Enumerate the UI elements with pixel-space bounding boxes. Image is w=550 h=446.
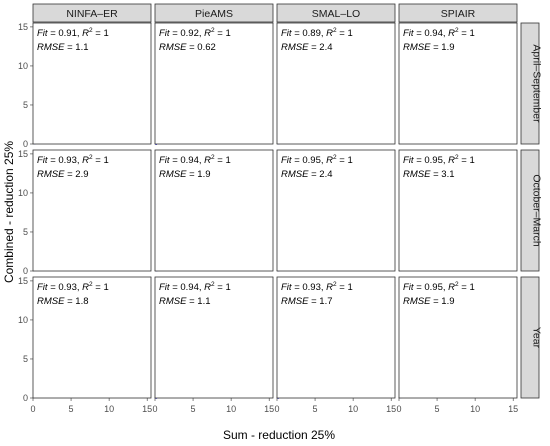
x-tick-label: 10 — [226, 404, 236, 414]
panel-border — [276, 22, 396, 145]
panel-border — [32, 149, 152, 272]
column-strip — [398, 3, 518, 23]
rmse-annotation: RMSE = 1.9 — [159, 169, 211, 180]
rmse-annotation: RMSE = 2.4 — [281, 42, 333, 53]
row-strip — [520, 276, 540, 399]
rmse-annotation: RMSE = 2.9 — [37, 169, 89, 180]
fit-annotation: Fit = 0.93, R2 = 1 — [37, 154, 109, 166]
fit-annotation: Fit = 0.94, R2 = 1 — [403, 27, 475, 39]
column-strip-label: NINFA–ER — [66, 8, 118, 20]
x-tick-label: 15 — [386, 404, 396, 414]
x-tick-label: 15 — [264, 404, 274, 414]
rmse-annotation: RMSE = 1.1 — [37, 42, 89, 53]
panel: Fit = 0.94, R2 = 1 RMSE = 1.9 — [398, 22, 518, 145]
panel-border — [154, 276, 274, 399]
column-strip-label: PieAMS — [195, 8, 233, 20]
panel-border — [276, 276, 396, 399]
fit-annotation: Fit = 0.95, R2 = 1 — [281, 154, 353, 166]
panel: Fit = 0.93, R2 = 1 RMSE = 1.8 0 5 10 15 0 5 10 15 — [18, 276, 152, 414]
y-tick-label: 15 — [18, 276, 28, 286]
panel: Fit = 0.91, R2 = 1 RMSE = 1.1 0 5 10 15 — [18, 22, 152, 149]
fit-annotation: Fit = 0.92, R2 = 1 — [159, 27, 231, 39]
panel: Fit = 0.93, R2 = 1 RMSE = 1.7 0 5 10 15 — [274, 276, 396, 414]
panel: Fit = 0.92, R2 = 1 RMSE = 0.62 — [154, 22, 274, 145]
column-strip — [32, 3, 152, 23]
x-tick-label: 0 — [396, 404, 401, 414]
x-tick-label: 15 — [142, 404, 152, 414]
fit-annotation: Fit = 0.95, R2 = 1 — [403, 154, 475, 166]
y-tick-label: 5 — [23, 100, 28, 110]
column-strip-label: SPIAIR — [441, 8, 476, 20]
panel: Fit = 0.95, R2 = 1 RMSE = 1.9 0 5 10 15 — [396, 276, 518, 414]
panel: Fit = 0.94, R2 = 1 RMSE = 1.1 0 5 10 15 — [152, 276, 274, 414]
row-strip-label: April–September — [531, 44, 543, 123]
rmse-annotation: RMSE = 1.9 — [403, 42, 455, 53]
row-strip-label: Year — [531, 327, 543, 349]
panel: Fit = 0.95, R2 = 1 RMSE = 3.1 — [398, 149, 518, 272]
panel-border — [32, 22, 152, 145]
row-strip — [520, 22, 540, 145]
y-tick-label: 0 — [23, 139, 28, 149]
x-tick-label: 0 — [274, 404, 279, 414]
panel-border — [398, 22, 518, 145]
row-strip-label: October–March — [531, 174, 543, 247]
y-tick-label: 10 — [18, 188, 28, 198]
y-tick-label: 0 — [23, 266, 28, 276]
row-strip — [520, 149, 540, 272]
panel-border — [276, 149, 396, 272]
x-tick-label: 10 — [470, 404, 480, 414]
panel-border — [32, 276, 152, 399]
x-tick-label: 5 — [435, 404, 440, 414]
x-tick-label: 0 — [152, 404, 157, 414]
y-tick-label: 10 — [18, 315, 28, 325]
y-tick-label: 15 — [18, 149, 28, 159]
rmse-annotation: RMSE = 1.1 — [159, 296, 211, 307]
x-axis-title: Sum - reduction 25% — [223, 428, 335, 442]
y-tick-label: 5 — [23, 227, 28, 237]
x-tick-label: 10 — [104, 404, 114, 414]
panel: Fit = 0.95, R2 = 1 RMSE = 2.4 — [276, 149, 396, 272]
fit-annotation: Fit = 0.94, R2 = 1 — [159, 281, 231, 293]
y-tick-label: 10 — [18, 61, 28, 71]
panels-group: NINFA–ER PieAMS SMAL–LO SPIAIR April–Septemb… — [18, 3, 543, 414]
panel-border — [398, 276, 518, 399]
rmse-annotation: RMSE = 1.9 — [403, 296, 455, 307]
y-tick-label: 15 — [18, 22, 28, 32]
fit-annotation: Fit = 0.91, R2 = 1 — [37, 27, 109, 39]
x-tick-label: 10 — [348, 404, 358, 414]
fit-annotation: Fit = 0.95, R2 = 1 — [403, 281, 475, 293]
panel: Fit = 0.93, R2 = 1 RMSE = 2.9 0 5 10 15 — [18, 149, 152, 276]
rmse-annotation: RMSE = 2.4 — [281, 169, 333, 180]
rmse-annotation: RMSE = 0.62 — [159, 42, 216, 53]
fit-annotation: Fit = 0.93, R2 = 1 — [37, 281, 109, 293]
fit-annotation: Fit = 0.89, R2 = 1 — [281, 27, 353, 39]
panel-border — [398, 149, 518, 272]
y-axis-title: Combined - reduction 25% — [2, 141, 16, 283]
panel-border — [154, 22, 274, 145]
fit-annotation: Fit = 0.94, R2 = 1 — [159, 154, 231, 166]
x-tick-label: 15 — [508, 404, 518, 414]
rmse-annotation: RMSE = 1.8 — [37, 296, 89, 307]
panel-border — [154, 149, 274, 272]
x-tick-label: 0 — [30, 404, 35, 414]
fit-annotation: Fit = 0.93, R2 = 1 — [281, 281, 353, 293]
x-tick-label: 5 — [69, 404, 74, 414]
panel: Fit = 0.94, R2 = 1 RMSE = 1.9 — [154, 149, 274, 272]
x-tick-label: 5 — [313, 404, 318, 414]
column-strip-label: SMAL–LO — [312, 8, 360, 20]
y-tick-label: 0 — [23, 393, 28, 403]
column-strip — [276, 3, 396, 23]
panel: Fit = 0.89, R2 = 1 RMSE = 2.4 — [276, 22, 396, 145]
rmse-annotation: RMSE = 1.7 — [281, 296, 333, 307]
rmse-annotation: RMSE = 3.1 — [403, 169, 455, 180]
x-tick-label: 5 — [191, 404, 196, 414]
y-tick-label: 5 — [23, 354, 28, 364]
column-strip — [154, 3, 274, 23]
